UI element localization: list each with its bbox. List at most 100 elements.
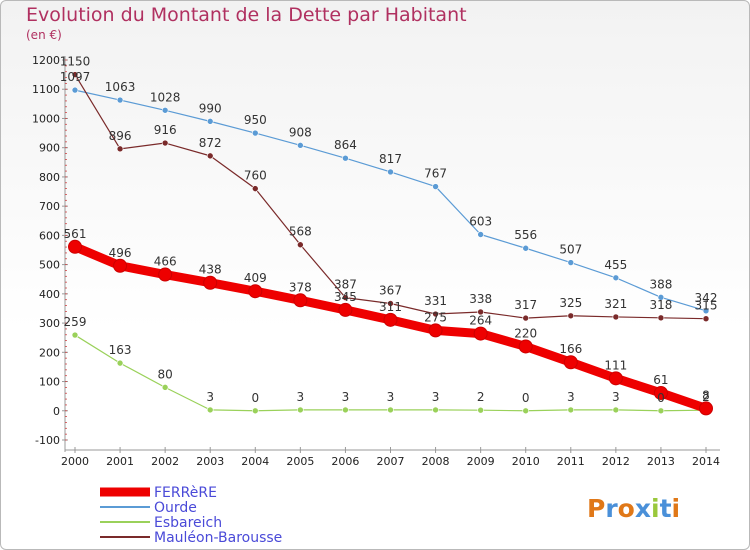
data-label: 2	[477, 390, 485, 404]
y-tick-label: -100	[35, 434, 60, 447]
data-point	[161, 139, 169, 147]
data-label: 338	[469, 292, 492, 306]
data-label: 311	[379, 300, 402, 314]
data-point	[387, 168, 394, 176]
x-tick-label: 2009	[467, 455, 495, 468]
data-label: 317	[514, 298, 537, 312]
data-point	[383, 312, 398, 327]
data-label: 318	[649, 298, 672, 312]
data-point	[477, 231, 484, 238]
data-point	[116, 145, 124, 153]
x-tick-label: 2004	[241, 455, 269, 468]
legend-label: Ourde	[154, 500, 197, 516]
data-point	[432, 183, 439, 190]
data-label: 916	[154, 123, 177, 137]
y-tick-label: 600	[39, 229, 60, 242]
chart-title: Evolution du Montant de la Dette par Hab…	[26, 4, 467, 26]
x-tick-label: 2002	[151, 455, 179, 468]
data-point	[206, 152, 214, 160]
data-point	[71, 71, 79, 78]
data-point	[206, 118, 214, 125]
data-point	[702, 307, 710, 315]
unit-label: (en €)	[26, 28, 62, 42]
data-label: 3	[297, 390, 305, 404]
y-tick-label: 200	[39, 346, 60, 359]
data-label: 166	[559, 342, 582, 356]
data-label: 3	[612, 390, 620, 404]
data-label: 80	[158, 367, 173, 381]
data-label: 872	[199, 136, 222, 150]
data-label: 1028	[150, 90, 181, 104]
y-tick-label: 1200	[32, 54, 60, 67]
legend-label: Esbareich	[154, 515, 222, 531]
data-label: 321	[604, 297, 627, 311]
y-tick-label: 1000	[32, 112, 60, 125]
data-point	[116, 359, 124, 367]
legend-label: Mauléon-Barousse	[154, 530, 282, 546]
data-label: 760	[244, 169, 267, 183]
data-point	[477, 308, 484, 316]
data-label: 378	[289, 280, 312, 294]
data-point	[567, 312, 575, 320]
data-point	[297, 241, 304, 249]
y-tick-label: 700	[39, 200, 60, 213]
data-label: 8	[702, 388, 710, 402]
data-point	[293, 293, 308, 308]
data-label: 2	[702, 390, 710, 404]
data-label: 315	[695, 299, 718, 313]
data-label: 1150	[60, 55, 91, 69]
data-point	[567, 259, 575, 266]
y-tick-label: 1100	[32, 83, 60, 96]
data-label: 3	[432, 390, 440, 404]
data-point	[657, 314, 665, 322]
data-point	[113, 258, 128, 273]
data-point	[608, 371, 623, 386]
data-point	[657, 294, 665, 301]
y-tick-label: 100	[39, 376, 60, 389]
data-point	[567, 406, 575, 414]
data-point	[71, 86, 79, 94]
x-tick-label: 2001	[106, 455, 134, 468]
data-label: 3	[387, 390, 395, 404]
data-point	[522, 314, 530, 322]
data-label: 409	[244, 271, 267, 285]
x-tick-label: 2010	[512, 455, 540, 468]
data-label: 908	[289, 125, 312, 139]
data-point	[387, 406, 394, 414]
legend-label: FERRèRE	[154, 485, 217, 501]
data-label: 767	[424, 167, 447, 181]
data-label: 817	[379, 152, 402, 166]
data-label: 438	[199, 263, 222, 277]
data-point	[387, 300, 394, 307]
data-point	[342, 406, 349, 414]
data-label: 3	[342, 390, 350, 404]
data-label: 61	[653, 373, 668, 387]
y-tick-label: 800	[39, 171, 60, 184]
data-point	[522, 407, 530, 415]
data-label: 507	[559, 243, 582, 257]
data-label: 345	[334, 290, 357, 304]
data-point	[432, 310, 439, 318]
x-tick-label: 2011	[557, 455, 585, 468]
y-tick-label: 400	[39, 288, 60, 301]
y-tick-label: 900	[39, 142, 60, 155]
data-label: 1063	[105, 80, 136, 94]
data-label: 325	[559, 296, 582, 310]
data-label: 896	[109, 129, 132, 143]
data-point	[158, 267, 173, 282]
data-label: 0	[657, 391, 665, 405]
data-point	[342, 154, 349, 162]
data-point	[477, 406, 484, 414]
data-label: 496	[109, 246, 132, 260]
data-label: 331	[424, 294, 447, 308]
data-label: 568	[289, 225, 312, 239]
data-label: 556	[514, 228, 537, 242]
data-point	[657, 407, 665, 415]
x-tick-label: 2003	[196, 455, 224, 468]
x-tick-label: 2006	[331, 455, 359, 468]
data-point	[428, 323, 443, 338]
data-label: 163	[109, 343, 132, 357]
data-point	[297, 406, 304, 414]
data-point	[473, 326, 488, 341]
